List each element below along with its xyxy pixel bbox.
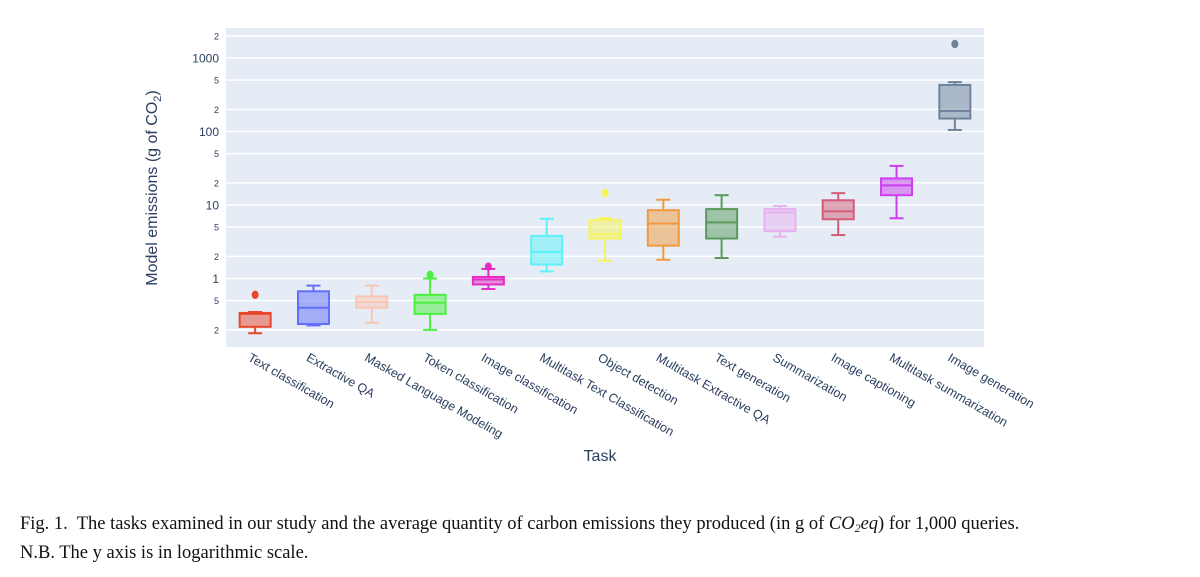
figure-caption: Fig. 1. The tasks examined in our study … — [20, 512, 1195, 566]
y-tick-label: 2 — [214, 252, 219, 262]
box-image-classification — [471, 262, 505, 290]
outlier-point — [951, 39, 959, 49]
box-iqr — [763, 208, 797, 233]
y-tick-label: 2 — [214, 31, 219, 41]
caption-line-2: N.B. The y axis is in logarithmic scale. — [20, 543, 309, 563]
caption-formula: CO2eq — [828, 514, 879, 535]
box-multitask-summarization — [880, 164, 914, 220]
box-iqr — [238, 311, 272, 328]
y-axis-title-subscript: 2 — [152, 96, 164, 102]
outlier-point — [251, 290, 259, 300]
box-iqr — [530, 234, 564, 266]
y-tick-label: 5 — [214, 223, 219, 233]
y-tick-label: 2 — [214, 325, 219, 335]
y-axis-ticks: 2 5 1 2 5 10 2 5 100 2 5 1000 2 — [192, 31, 219, 335]
box-text-classification — [238, 290, 272, 335]
caption-text-end: ) for 1,000 queries. — [878, 514, 1020, 534]
y-tick-label: 5 — [214, 296, 219, 306]
box-image-captioning — [821, 192, 855, 237]
box-iqr — [413, 293, 447, 315]
box-iqr — [938, 83, 972, 120]
y-tick-label: 1000 — [192, 52, 219, 66]
box-token-classification — [413, 270, 447, 331]
box-iqr — [646, 209, 680, 247]
boxes — [238, 39, 972, 335]
outlier-point — [601, 188, 609, 198]
box-image-generation — [938, 39, 972, 131]
y-tick-label: 2 — [214, 105, 219, 115]
y-axis-title: Model emissions (g of CO2) — [144, 90, 164, 286]
caption-text: The tasks examined in our study and the … — [76, 514, 829, 534]
box-iqr — [705, 208, 739, 240]
box-masked-language-modeling — [355, 284, 389, 324]
box-iqr — [471, 275, 505, 286]
x-tick-label: Token classification — [421, 350, 521, 416]
caption-prefix: Fig. 1. — [20, 514, 68, 534]
caption-line-1: Fig. 1. The tasks examined in our study … — [20, 512, 1195, 541]
box-extractive-qa — [296, 284, 330, 327]
y-tick-label: 5 — [214, 76, 219, 86]
box-multitask-extractive-qa — [646, 198, 680, 261]
box-iqr — [880, 177, 914, 197]
y-tick-label: 5 — [214, 149, 219, 159]
box-plot-chart: 2 5 1 2 5 10 2 5 100 2 5 1000 2 Text classificationE… — [144, 28, 1037, 465]
y-tick-label: 2 — [214, 178, 219, 188]
box-iqr — [588, 219, 622, 240]
outlier-point — [484, 262, 492, 271]
y-tick-label: 10 — [206, 199, 220, 213]
box-summarization — [763, 204, 797, 238]
box-object-detection — [588, 188, 622, 262]
outlier-point — [426, 270, 434, 280]
box-iqr — [821, 199, 855, 221]
plot-background — [226, 28, 984, 347]
y-tick-label: 1 — [212, 272, 219, 286]
box-text-generation — [705, 194, 739, 260]
y-tick-label: 100 — [199, 125, 219, 139]
box-multitask-text-classification — [530, 217, 564, 273]
x-axis-title: Task — [584, 448, 618, 465]
x-tick-label: Image classification — [479, 350, 581, 417]
